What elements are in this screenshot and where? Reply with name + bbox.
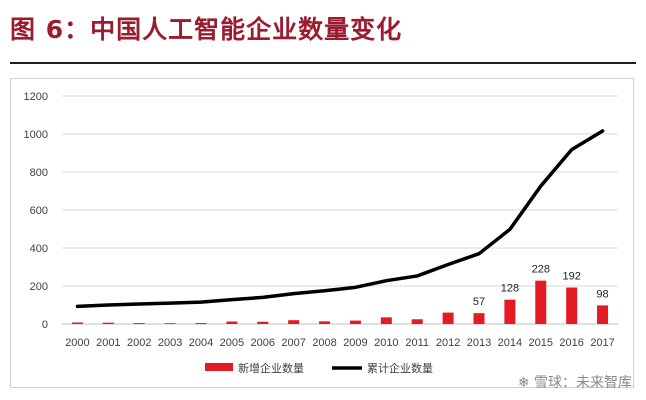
- bar: [442, 312, 454, 324]
- data-label: 57: [473, 296, 485, 308]
- x-tick-label: 2005: [220, 337, 244, 349]
- bar: [319, 321, 331, 324]
- legend-swatch-bar: [205, 363, 233, 371]
- snowball-logo-icon: ❄: [517, 375, 530, 391]
- bar: [257, 321, 269, 324]
- figure-title: 图 6：中国人工智能企业数量变化: [10, 15, 403, 44]
- x-tick-label: 2016: [559, 337, 583, 349]
- line-series: [75, 129, 605, 309]
- bar: [473, 313, 485, 324]
- bar: [349, 320, 361, 324]
- legend: 新增企业数量 累计企业数量: [205, 361, 433, 375]
- bar: [164, 323, 176, 324]
- x-tick-label: 2014: [498, 337, 522, 349]
- x-tick-label: 2002: [127, 337, 151, 349]
- y-tick-label: 200: [30, 281, 48, 293]
- x-tick-label: 2017: [590, 337, 614, 349]
- x-tick-label: 2013: [467, 337, 491, 349]
- data-label: 98: [596, 288, 608, 300]
- bar: [133, 323, 145, 324]
- legend-label-bar: 新增企业数量: [238, 361, 304, 375]
- x-tick-label: 2000: [65, 337, 89, 349]
- data-label: 192: [562, 271, 580, 283]
- bar-series: [71, 280, 609, 324]
- x-tick-label: 2004: [189, 337, 213, 349]
- data-labels: 57 128 228 192 98: [473, 264, 609, 308]
- y-tick-label: 600: [30, 205, 48, 217]
- x-tick-label: 2008: [312, 337, 336, 349]
- data-label: 128: [501, 283, 519, 295]
- y-tick-label: 0: [42, 319, 48, 331]
- gridlines: [62, 95, 618, 325]
- x-tick-label: 2006: [251, 337, 275, 349]
- watermark: ❄ 雪球：未来智库: [518, 372, 632, 392]
- bar: [380, 317, 392, 324]
- x-tick-label: 2015: [529, 337, 553, 349]
- x-tick-label: 2010: [374, 337, 398, 349]
- y-tick-label: 1000: [24, 129, 48, 141]
- x-tick-label: 2009: [343, 337, 367, 349]
- bar: [226, 321, 238, 324]
- y-tick-label: 800: [30, 167, 48, 179]
- series-line: [75, 129, 605, 309]
- x-axis-ticks: 2000 2001 2002 2003 2004 2005 2006 2007 2008 2009…: [65, 337, 615, 349]
- bar: [566, 287, 578, 324]
- y-axis-ticks: 0 200 400 600 800 1000 1200: [24, 91, 48, 331]
- bar: [504, 299, 516, 324]
- data-label: 228: [532, 264, 550, 276]
- chart-frame: [10, 78, 634, 388]
- x-tick-label: 2001: [96, 337, 120, 349]
- title-divider: [10, 62, 636, 64]
- x-tick-label: 2011: [405, 337, 429, 349]
- x-tick-label: 2012: [436, 337, 460, 349]
- bar: [288, 320, 300, 324]
- bar: [535, 280, 547, 324]
- x-tick-label: 2003: [158, 337, 182, 349]
- bar: [71, 322, 83, 324]
- x-tick-label: 2007: [281, 337, 305, 349]
- bar: [597, 305, 609, 324]
- y-tick-label: 1200: [24, 91, 48, 103]
- y-tick-label: 400: [30, 243, 48, 255]
- legend-label-line: 累计企业数量: [367, 361, 433, 375]
- watermark-text: 雪球：未来智库: [534, 375, 632, 391]
- bar: [411, 319, 423, 324]
- bar: [195, 323, 207, 324]
- bar: [102, 322, 114, 324]
